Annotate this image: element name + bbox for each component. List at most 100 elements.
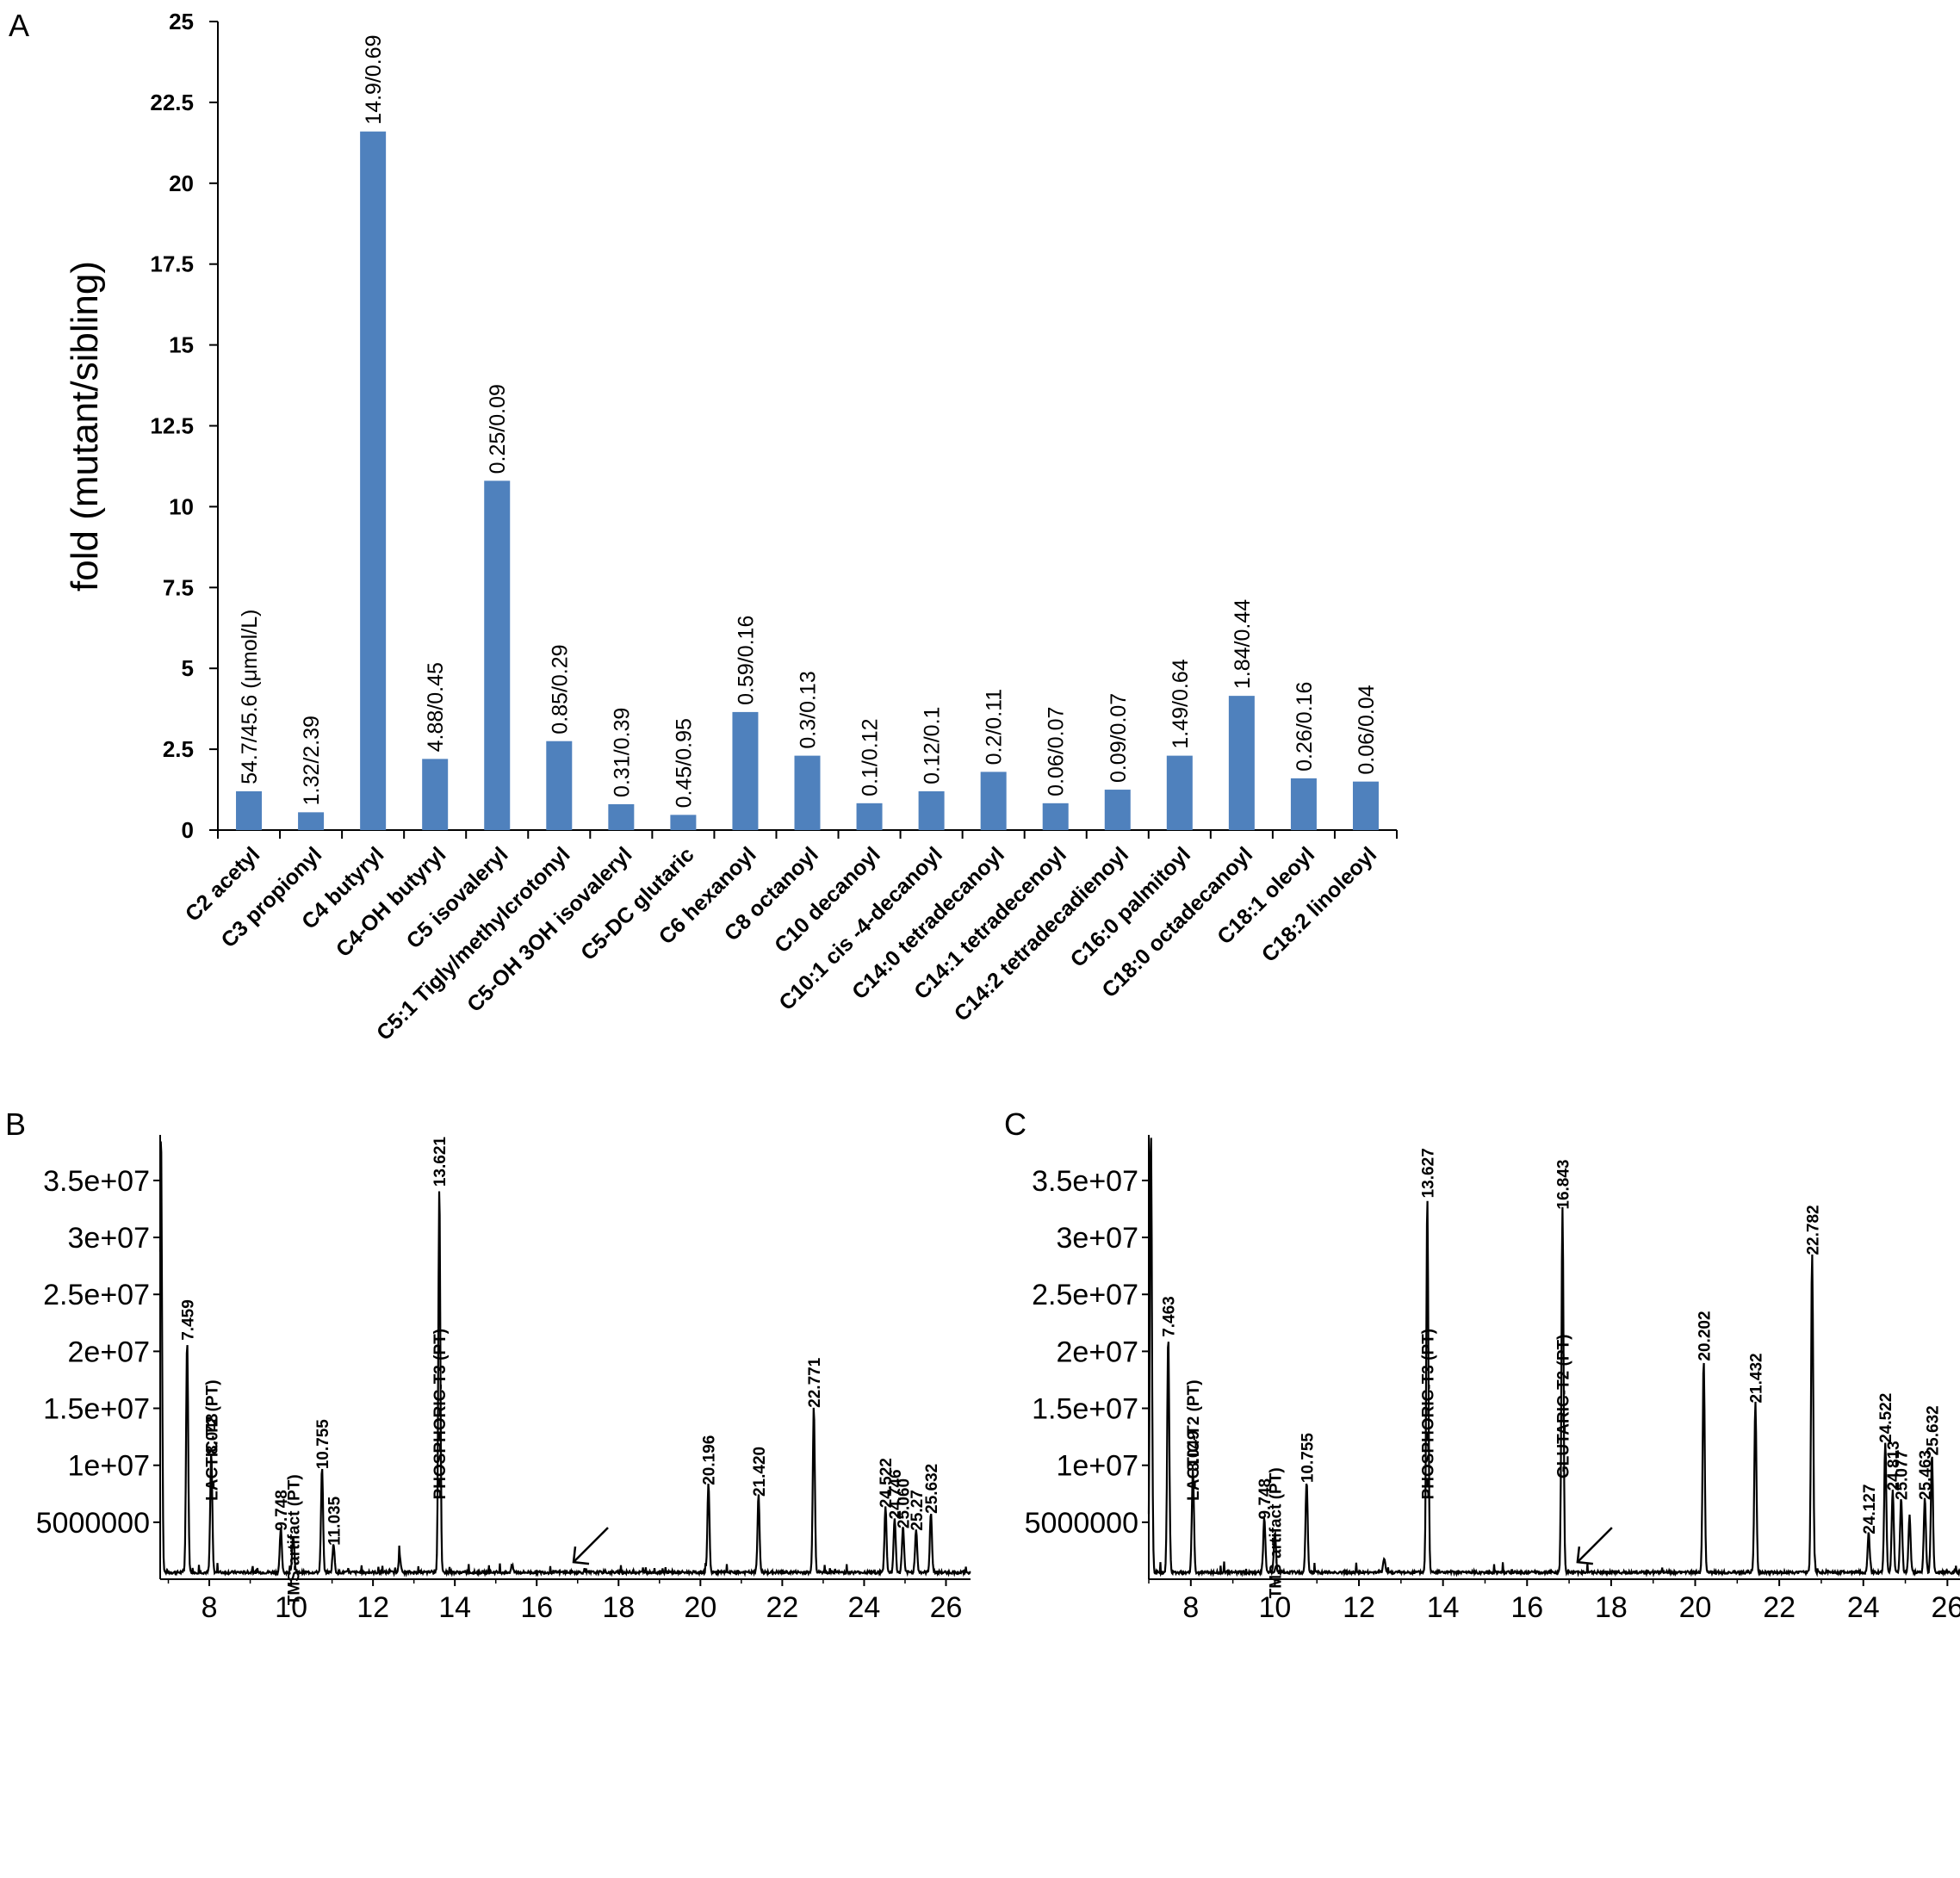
x-tick-label: 22 xyxy=(1763,1591,1796,1624)
bar-data-label: 0.31/0.39 xyxy=(610,708,634,797)
bar-6 xyxy=(546,741,573,830)
bar-data-label: 0.59/0.16 xyxy=(734,616,758,705)
panel-a-letter: A xyxy=(9,8,29,43)
y-tick-label: 1.5e+07 xyxy=(43,1393,150,1426)
y-tick-label: 3e+07 xyxy=(1057,1222,1139,1255)
y-tick-label: 17.5 xyxy=(150,251,194,277)
y-tick-label: 2.5e+07 xyxy=(43,1279,150,1311)
bar-data-label: 0.85/0.29 xyxy=(548,644,572,734)
chromatogram-trace xyxy=(1147,1137,1960,1578)
peak-label: 20.202 xyxy=(1696,1311,1714,1360)
y-tick-label: 0 xyxy=(182,817,194,843)
y-tick-label: 5 xyxy=(182,655,194,681)
bar-5 xyxy=(484,480,511,830)
x-tick-label: 26 xyxy=(1931,1591,1960,1624)
peak-label: 10.755 xyxy=(314,1419,332,1470)
y-axis-title: fold (mutant/sibling) xyxy=(64,261,106,592)
bar-13 xyxy=(980,772,1007,830)
peak-label: 8.049 xyxy=(1185,1430,1203,1472)
category-label: C18:2 linoleoyl xyxy=(1257,842,1382,967)
x-tick-label: 10 xyxy=(275,1591,307,1624)
x-tick-label: 26 xyxy=(930,1591,963,1624)
y-tick-label: 3e+07 xyxy=(68,1222,151,1255)
bar-19 xyxy=(1352,781,1379,830)
peak-label: 25.632 xyxy=(1924,1405,1942,1455)
peak-label: 24.522 xyxy=(878,1458,896,1508)
peak-label: 16.843 xyxy=(1554,1159,1572,1209)
bar-data-label: 1.32/2.39 xyxy=(300,716,324,805)
bar-3 xyxy=(360,131,387,831)
y-tick-label: 2.5e+07 xyxy=(1032,1279,1138,1311)
y-tick-label: 1e+07 xyxy=(68,1450,151,1483)
peak-label: 25.632 xyxy=(923,1464,941,1514)
panel-b-letter: B xyxy=(5,1106,26,1142)
bar-data-label: 1.84/0.44 xyxy=(1231,599,1255,689)
bar-14 xyxy=(1042,803,1069,830)
peak-label: 24.746 xyxy=(887,1469,905,1519)
bar-18 xyxy=(1290,778,1317,830)
y-tick-label: 20 xyxy=(169,170,194,196)
x-tick-label: 14 xyxy=(438,1591,471,1624)
peak-label: 24.127 xyxy=(1861,1484,1879,1534)
bar-data-label: 0.06/0.07 xyxy=(1045,707,1069,796)
x-tick-label: 22 xyxy=(766,1591,798,1624)
peak-label: 21.420 xyxy=(751,1447,769,1497)
compound-annotation: LACTIC-T2 (PT) xyxy=(203,1379,221,1500)
bar-data-label: 0.2/0.11 xyxy=(983,689,1007,765)
x-tick-label: 20 xyxy=(1679,1591,1712,1624)
bar-data-label: 0.12/0.1 xyxy=(921,707,945,784)
x-tick-label: 16 xyxy=(1510,1591,1543,1624)
bar-7 xyxy=(608,803,635,830)
bar-data-label: 14.9/0.69 xyxy=(362,34,386,124)
peak-label: 25.27 xyxy=(909,1490,927,1531)
bar-17 xyxy=(1228,696,1255,830)
compound-annotation: TMS-artifact (PT) xyxy=(285,1474,303,1605)
x-tick-label: 24 xyxy=(848,1591,881,1624)
category-label: C10 decanoyl xyxy=(770,842,885,958)
peak-label: 22.771 xyxy=(806,1357,824,1408)
x-tick-label: 12 xyxy=(1343,1591,1375,1624)
bar-data-label: 1.49/0.64 xyxy=(1169,659,1193,748)
peak-label: 13.621 xyxy=(431,1137,450,1187)
category-label: C4-OH butyryl xyxy=(332,842,451,962)
panel-c-letter: C xyxy=(1004,1106,1027,1142)
arrow-head xyxy=(572,1546,590,1565)
y-tick-label: 15 xyxy=(169,332,194,358)
bar-data-label: 0.1/0.12 xyxy=(859,718,883,796)
compound-annotation: LACTIC-T2 (PT) xyxy=(1185,1379,1203,1500)
bar-data-label: 0.25/0.09 xyxy=(486,384,510,474)
compound-annotation: TMS-artifact (PT) xyxy=(1267,1467,1285,1598)
bar-15 xyxy=(1104,790,1131,830)
peak-label: 21.432 xyxy=(1747,1353,1765,1403)
y-tick-label: 2e+07 xyxy=(1057,1336,1139,1368)
peak-label: 9.748 xyxy=(273,1490,291,1531)
peak-label: 20.196 xyxy=(701,1435,719,1485)
x-tick-label: 12 xyxy=(357,1591,389,1624)
x-tick-label: 18 xyxy=(1595,1591,1628,1624)
peak-label: 24.522 xyxy=(1877,1393,1895,1443)
peak-label: 13.627 xyxy=(1419,1148,1437,1198)
x-tick-label: 10 xyxy=(1259,1591,1292,1624)
bar-8 xyxy=(670,815,697,830)
bar-data-label: 4.88/0.45 xyxy=(424,662,448,752)
peak-label: 11.035 xyxy=(326,1496,344,1545)
y-tick-label: 5000000 xyxy=(36,1507,150,1540)
bar-data-label: 0.06/0.04 xyxy=(1355,685,1379,774)
peak-label: 7.459 xyxy=(179,1299,197,1341)
x-tick-label: 8 xyxy=(202,1591,218,1624)
panel-a-bar-chart: A 0 2.5 5 7.5 10 12.5 15 17.5 20 22.5 25 fold (muta… xyxy=(9,8,1398,1045)
chromatogram-trace xyxy=(158,1141,971,1578)
compound-annotation: GLUTARIC-T2 (PT) xyxy=(1554,1335,1572,1478)
bar-11 xyxy=(856,803,883,830)
peak-label: 7.463 xyxy=(1161,1296,1179,1337)
y-tick-label: 10 xyxy=(169,493,194,519)
bar-data-label: 54.7/45.6 (μmol/L) xyxy=(238,610,262,784)
bar-4 xyxy=(422,759,449,830)
peak-label: 22.782 xyxy=(1804,1205,1822,1255)
y-tick-label: 3.5e+07 xyxy=(43,1165,150,1198)
bar-10 xyxy=(794,755,821,830)
y-tick-label: 22.5 xyxy=(150,90,194,115)
peak-label: 25.463 xyxy=(1917,1450,1935,1500)
bar-1 xyxy=(236,790,263,830)
